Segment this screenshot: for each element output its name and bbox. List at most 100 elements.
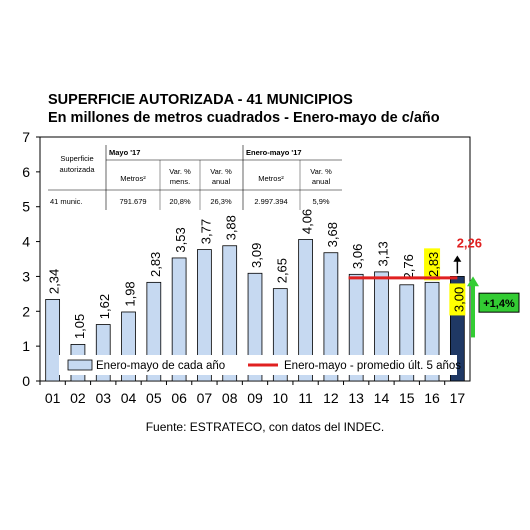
table-cell: 791.679 <box>119 197 146 206</box>
table-cell: 26,3% <box>210 197 232 206</box>
chart-subtitle: En millones de metros cuadrados - Enero-… <box>48 110 440 126</box>
y-tick-label: 1 <box>22 338 30 354</box>
data-label: 3,68 <box>325 222 340 247</box>
data-label-group: 1,62 <box>97 294 112 319</box>
table-group-header: Mayo '17 <box>109 148 140 157</box>
y-tick-label: 5 <box>22 199 30 215</box>
change-arrow-head <box>467 276 479 287</box>
data-label-group: 3,13 <box>375 241 390 266</box>
data-label: 3,06 <box>350 244 365 269</box>
x-tick-label: 13 <box>348 390 364 406</box>
y-tick-label: 3 <box>22 268 30 284</box>
legend-label: Enero-mayo - promedio últ. 5 años <box>284 360 461 372</box>
x-tick-label: 12 <box>323 390 339 406</box>
data-label-highlight <box>449 283 466 316</box>
table-cell: 20,8% <box>169 197 191 206</box>
data-label-group: 1,05 <box>72 314 87 339</box>
table-row-header: Superficie <box>60 154 93 163</box>
table-group-header: Enero-mayo '17 <box>246 148 302 157</box>
data-label-group: 3,77 <box>198 219 213 244</box>
x-tick-label: 11 <box>298 390 313 406</box>
bar <box>348 273 364 382</box>
x-tick-label: 04 <box>121 390 137 406</box>
data-label: 4,06 <box>300 209 315 234</box>
table-col-header: anual <box>212 177 231 186</box>
x-tick-label: 16 <box>424 390 440 406</box>
x-tick-label: 14 <box>374 390 390 406</box>
change-label: +1,4% <box>483 298 515 310</box>
legend-label: Enero-mayo de cada año <box>96 360 225 372</box>
data-label: 2,83 <box>148 252 163 277</box>
data-label: 2,34 <box>47 269 62 294</box>
table-cell: 5,9% <box>312 197 329 206</box>
data-label: 1,98 <box>123 281 138 306</box>
data-label: 1,62 <box>97 294 112 319</box>
data-label: 3,00 <box>451 287 466 312</box>
x-tick-label: 08 <box>222 390 238 406</box>
data-label-group: 2,65 <box>274 258 289 283</box>
table-col-header: Metros² <box>258 174 284 183</box>
legend-swatch-bars <box>67 359 93 371</box>
data-label: 3,53 <box>173 227 188 252</box>
data-label-highlight <box>424 248 441 281</box>
data-label-group: 3,00 <box>449 283 466 316</box>
bar <box>222 245 238 382</box>
x-tick-label: 15 <box>399 390 415 406</box>
x-tick-label: 02 <box>70 390 86 406</box>
bar <box>374 271 389 382</box>
table-row-header: autorizada <box>59 165 95 174</box>
table-col-header: Metros² <box>120 174 146 183</box>
table-col-header: Var. % <box>310 167 332 176</box>
average-label: 2,26 <box>457 235 482 250</box>
y-tick-label: 4 <box>22 234 30 250</box>
table-col-header: Var. % <box>169 167 191 176</box>
data-label-group: 2,83 <box>148 252 163 277</box>
data-label-group: 3,68 <box>325 222 340 247</box>
x-tick-label: 09 <box>247 390 263 406</box>
data-label: 3,09 <box>249 243 264 268</box>
data-label: 3,77 <box>198 219 213 244</box>
data-label-group: 1,98 <box>123 281 138 306</box>
bar <box>197 249 212 382</box>
data-label: 1,05 <box>72 314 87 339</box>
source-note: Fuente: ESTRATECO, con datos del INDEC. <box>145 420 385 434</box>
data-label: 2,65 <box>274 258 289 283</box>
bar <box>45 299 61 382</box>
data-label-group: 3,09 <box>249 243 264 268</box>
data-label-group: 2,83 <box>424 248 441 281</box>
average-arrow-head <box>453 255 462 262</box>
table-col-header: anual <box>312 177 331 186</box>
table-col-header: Var. % <box>210 167 232 176</box>
data-label: 3,88 <box>224 215 239 240</box>
data-label-group: 2,76 <box>401 254 416 279</box>
table-row-label: 41 munic. <box>50 197 83 206</box>
bar <box>298 239 313 382</box>
y-tick-label: 0 <box>22 373 30 389</box>
x-tick-label: 17 <box>450 390 466 406</box>
table-cell: 2.997.394 <box>254 197 287 206</box>
data-label: 3,13 <box>375 241 390 266</box>
data-label-group: 4,06 <box>300 209 315 234</box>
y-tick-label: 2 <box>22 303 30 319</box>
data-label-group: 3,88 <box>224 215 239 240</box>
bar <box>323 252 339 382</box>
x-tick-label: 10 <box>273 390 289 406</box>
x-tick-label: 05 <box>146 390 162 406</box>
data-label: 2,76 <box>401 254 416 279</box>
table-col-header: mens. <box>170 177 190 186</box>
chart-title: SUPERFICIE AUTORIZADA - 41 MUNICIPIOS <box>48 92 353 108</box>
y-tick-label: 7 <box>22 129 30 145</box>
data-label-group: 3,06 <box>350 244 365 269</box>
x-tick-label: 06 <box>171 390 187 406</box>
change-badge <box>478 292 520 313</box>
bar <box>171 257 187 382</box>
x-tick-label: 01 <box>45 390 61 406</box>
data-label: 2,83 <box>426 252 441 277</box>
x-tick-label: 07 <box>197 390 213 406</box>
x-tick-label: 03 <box>95 390 111 406</box>
bar <box>247 272 263 382</box>
data-label-group: 3,53 <box>173 227 188 252</box>
y-tick-label: 6 <box>22 164 30 180</box>
data-label-group: 2,34 <box>47 269 62 294</box>
